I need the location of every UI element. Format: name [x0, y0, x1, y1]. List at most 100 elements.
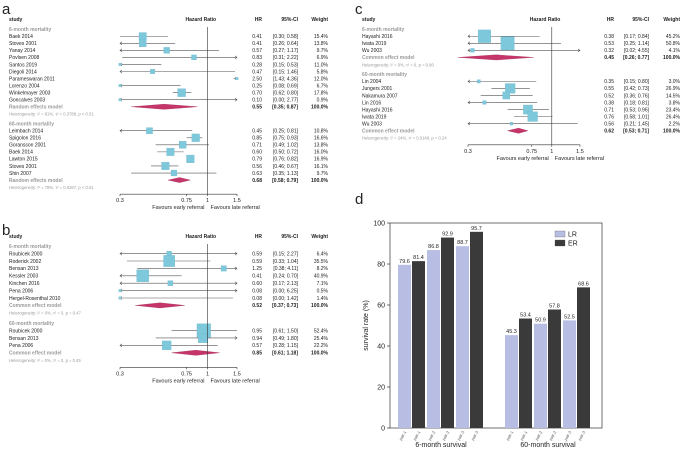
ci-arrow — [467, 34, 471, 38]
study-ci: [0.21; 1.45] — [624, 121, 650, 127]
x-tick-label: pair-2 — [441, 429, 451, 441]
study-hr: 0.56 — [252, 164, 262, 170]
x-tick-label: 1 — [206, 371, 209, 377]
study-weight: 0.5% — [317, 288, 329, 294]
study-ci: [0.33; 1.04] — [273, 259, 299, 265]
x-tick-label: 0.75 — [181, 371, 192, 377]
study-square — [162, 340, 172, 350]
ci-arrow — [119, 251, 123, 256]
ci-arrow — [467, 121, 471, 126]
study-name: Nakamura 2007 — [362, 93, 398, 99]
study-hr: 0.71 — [604, 107, 614, 113]
summary-weight: 100.0% — [311, 105, 329, 111]
summary-weight: 100.0% — [311, 178, 329, 184]
bar-value-er: 95.7 — [471, 226, 482, 232]
summary-weight: 100.0% — [311, 351, 329, 357]
legend-swatch — [554, 230, 566, 238]
header-ci: 95%-CI — [281, 17, 298, 23]
study-ci: [0.31; 2.22] — [273, 55, 299, 61]
study-hr: 0.08 — [252, 296, 262, 302]
study-hr: 0.35 — [604, 79, 614, 85]
study-name: Hergel-Rosenthal 2010 — [9, 296, 61, 302]
bar-value-lr: 88.7 — [457, 240, 468, 246]
bar-er — [412, 261, 425, 428]
x-tick-label: 0.75 — [181, 198, 192, 204]
panel-letter-b: b — [2, 222, 10, 239]
bar-lr — [534, 323, 547, 428]
study-hr: 0.41 — [252, 41, 262, 47]
header-hazard-ratio: Hazard Ratio — [186, 17, 217, 23]
study-square — [500, 36, 515, 51]
bar-chart-d: d 0 20 40 60 80 100 survival rate (%) LR ER 79.6 pa… — [355, 191, 603, 449]
study-square — [235, 77, 239, 80]
study-ci: [0.30; 0.58] — [273, 34, 299, 40]
study-name: Kessler 2003 — [9, 274, 38, 280]
study-weight: 3.0% — [669, 79, 681, 85]
axis-label-right: Favours late referral — [555, 156, 604, 162]
summary-ci: [0.61; 1.18] — [272, 351, 298, 357]
summary-diamond — [131, 103, 198, 110]
ci-arrow — [234, 55, 238, 60]
study-weight: 13.8% — [314, 41, 329, 47]
study-hr: 0.60 — [252, 281, 262, 287]
x-tick-label: 1.5 — [233, 371, 241, 377]
y-tick-label: 100 — [373, 221, 385, 228]
study-weight: 6.9% — [317, 55, 329, 61]
summary-diamond — [507, 127, 529, 134]
x-tick-label: 0.3 — [116, 198, 124, 204]
study-hr: 0.57 — [252, 343, 262, 349]
study-weight: 22.2% — [314, 343, 329, 349]
study-square — [477, 29, 491, 43]
study-ci: [0.35; 1.13] — [273, 171, 299, 177]
panel-letter-a: a — [2, 1, 11, 18]
study-weight: 9.7% — [317, 171, 329, 177]
study-square — [167, 280, 174, 286]
study-weight: 6.7% — [317, 83, 329, 89]
ci-arrow — [119, 128, 123, 133]
study-hr: 0.45 — [252, 129, 262, 135]
header-hr: HR — [255, 17, 263, 23]
bar-lr — [427, 250, 440, 428]
study-hr: 0.41 — [252, 274, 262, 280]
study-square — [186, 154, 195, 163]
header-weight: Weight — [311, 234, 328, 240]
heterogeneity-text: Heterogeneity: I² = 78%, τ² = 0.0267, p … — [9, 185, 94, 190]
study-name: Leimbach 2014 — [9, 129, 43, 135]
summary-hr: 0.68 — [252, 178, 262, 184]
study-name: Hayashi 2016 — [362, 34, 393, 40]
study-square — [505, 83, 516, 94]
axis-label-left: Favours early referral — [152, 205, 204, 211]
study-ci: [0.08; 0.69] — [273, 83, 299, 89]
study-ci: [0.15; 0.53] — [273, 62, 299, 68]
x-tick-label: pair-1 — [519, 429, 529, 441]
study-ci: [0.25; 0.81] — [273, 129, 299, 135]
study-ci: [0.15; 1.46] — [273, 69, 299, 75]
study-square — [220, 265, 227, 272]
summary-diamond — [135, 302, 185, 309]
ci-arrow — [467, 48, 471, 53]
summary-weight: 100.0% — [663, 129, 681, 135]
study-hr: 0.63 — [252, 171, 262, 177]
study-name: Santos 2019 — [9, 62, 37, 68]
group-label: 60-month survival — [520, 442, 576, 449]
ci-arrow — [119, 48, 123, 53]
header-study: study — [9, 234, 23, 240]
x-tick-label: 0.3 — [116, 371, 124, 377]
study-weight: 16.6% — [314, 136, 329, 142]
study-ci: [0.61; 1.50] — [273, 328, 299, 334]
study-ci: [0.46; 0.67] — [273, 164, 299, 170]
study-name: Iwata 2019 — [362, 114, 387, 120]
summary-ci: [0.26; 0.77] — [623, 55, 649, 61]
study-name: Roubicek 2000 — [9, 328, 43, 334]
ci-arrow — [467, 79, 471, 84]
ci-arrow — [119, 281, 123, 285]
study-weight: 45.2% — [666, 34, 681, 40]
study-weight: 14.5% — [666, 93, 681, 99]
study-square — [482, 100, 487, 105]
study-square — [161, 162, 170, 170]
ci-arrow — [119, 69, 123, 74]
study-square — [118, 296, 122, 300]
study-hr: 0.60 — [252, 150, 262, 156]
ci-arrow — [234, 251, 238, 256]
bar-er — [441, 237, 454, 428]
